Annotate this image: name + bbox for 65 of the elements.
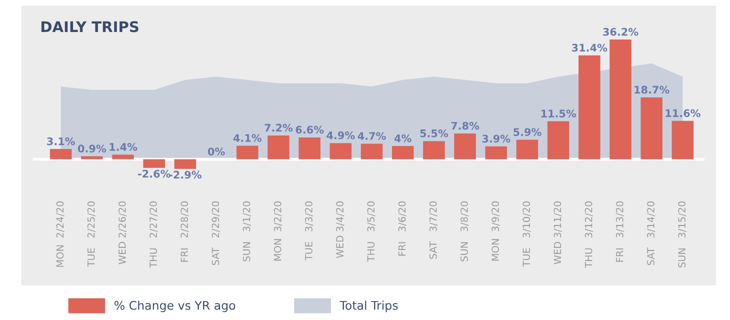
x-tick-label: SAT 2/29/20 — [212, 201, 220, 266]
data-label: 11.5% — [541, 110, 576, 118]
x-tick-label: TUE 3/10/20 — [522, 201, 531, 267]
data-label: 0% — [208, 148, 225, 156]
x-tick-label: MON 2/24/20 — [56, 201, 64, 267]
x-tick-label: FRI 2/28/20 — [180, 201, 189, 262]
x-tick-label: WED 3/11/20 — [554, 201, 562, 264]
x-tick-label: THU 3/5/20 — [367, 201, 376, 262]
x-tick-label: FRI 3/6/20 — [398, 201, 406, 256]
data-label: 6.6% — [296, 126, 324, 134]
bar — [174, 159, 196, 169]
x-tick-label: SAT 3/7/20 — [429, 201, 438, 259]
data-label: 1.4% — [110, 142, 138, 151]
data-label: 0.9% — [78, 144, 106, 153]
bar — [610, 40, 632, 160]
bar — [392, 146, 414, 160]
legend-label: % Change vs YR ago — [114, 300, 236, 312]
bar — [360, 144, 383, 160]
bar — [516, 140, 538, 160]
data-label: -2.6% — [138, 170, 170, 178]
data-label: 3.9% — [482, 134, 510, 143]
x-tick-label: WED 2/26/20 — [118, 201, 127, 264]
data-label: -2.9% — [169, 170, 202, 179]
bar — [298, 137, 320, 160]
data-label: 31.4% — [572, 44, 608, 52]
data-label: 3.1% — [47, 137, 75, 146]
bar — [330, 143, 352, 160]
bar — [423, 141, 445, 160]
bar — [547, 121, 570, 160]
x-tick-label: SUN 3/15/20 — [678, 201, 686, 268]
x-tick-label: THU 2/27/20 — [150, 201, 158, 268]
x-tick-label: MON 3/2/20 — [274, 201, 282, 261]
bar — [268, 135, 290, 160]
data-label: 4% — [394, 134, 412, 142]
bar — [578, 55, 600, 160]
x-tick-label: WED 3/4/20 — [336, 201, 344, 258]
data-label: 11.6% — [666, 109, 700, 118]
data-label: 36.2% — [603, 28, 638, 36]
bar — [112, 154, 134, 160]
bar — [236, 146, 258, 160]
x-tick-label: SAT 3/14/20 — [647, 201, 656, 266]
bar — [143, 159, 165, 168]
x-tick-label: SUN 3/8/20 — [460, 201, 469, 262]
data-label: 5.9% — [514, 128, 542, 136]
bar — [81, 156, 103, 160]
x-tick-label: THU 3/12/20 — [584, 201, 593, 268]
bar — [640, 97, 662, 160]
x-tick-label: FRI 3/13/20 — [616, 201, 624, 262]
x-tick-label: TUE 3/3/20 — [305, 201, 314, 261]
data-label: 4.9% — [326, 131, 355, 140]
x-tick-label: TUE 2/25/20 — [87, 201, 96, 267]
bar — [485, 146, 508, 160]
x-tick-label: SUN 3/1/20 — [242, 201, 251, 262]
data-label: 7.2% — [264, 124, 293, 132]
data-label: 7.8% — [451, 122, 480, 130]
data-label: 5.5% — [420, 129, 448, 138]
data-label: 18.7% — [634, 86, 670, 94]
bar — [672, 120, 694, 160]
chart-title: DAILY TRIPS — [41, 21, 138, 32]
data-label: 4.7% — [358, 132, 386, 140]
bar — [454, 133, 476, 160]
data-label: 4.1% — [233, 134, 262, 142]
x-tick-label: MON 3/9/20 — [492, 201, 500, 261]
bar — [50, 149, 72, 160]
legend-label: Total Trips — [340, 300, 398, 312]
